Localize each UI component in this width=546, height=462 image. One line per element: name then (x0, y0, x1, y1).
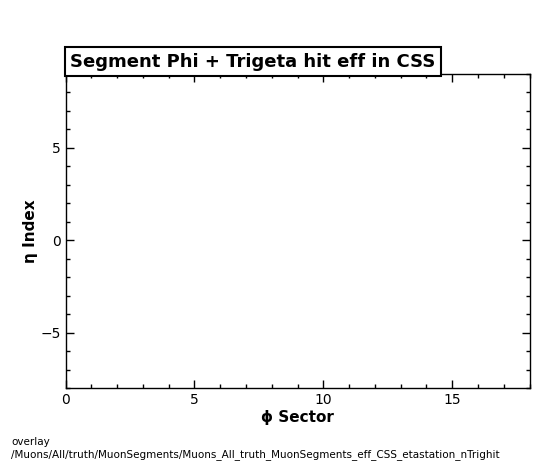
Text: overlay
/Muons/All/truth/MuonSegments/Muons_All_truth_MuonSegments_eff_CSS_etast: overlay /Muons/All/truth/MuonSegments/Mu… (11, 437, 500, 460)
Y-axis label: η Index: η Index (22, 199, 38, 263)
Text: Segment Phi + Trigeta hit eff in CSS: Segment Phi + Trigeta hit eff in CSS (70, 53, 436, 71)
X-axis label: ϕ Sector: ϕ Sector (261, 410, 334, 425)
